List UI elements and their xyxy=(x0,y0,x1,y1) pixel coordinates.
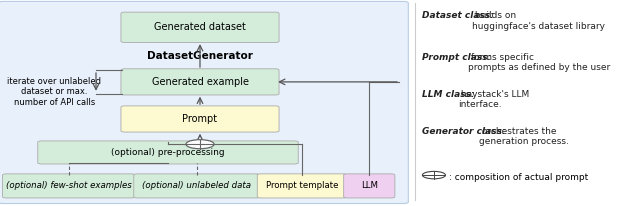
FancyBboxPatch shape xyxy=(134,174,260,198)
FancyBboxPatch shape xyxy=(3,174,135,198)
Text: LLM class:: LLM class: xyxy=(422,90,475,99)
Text: forms specific
prompts as defined by the user: forms specific prompts as defined by the… xyxy=(468,53,611,72)
Text: builds on
huggingface's dataset library: builds on huggingface's dataset library xyxy=(472,11,605,31)
Text: Dataset class:: Dataset class: xyxy=(422,11,494,20)
Text: orchestrates the
generation process.: orchestrates the generation process. xyxy=(479,127,569,146)
Text: Prompt template: Prompt template xyxy=(266,181,339,190)
Text: Prompt: Prompt xyxy=(182,114,218,124)
FancyBboxPatch shape xyxy=(121,12,279,42)
FancyBboxPatch shape xyxy=(257,174,347,198)
FancyBboxPatch shape xyxy=(121,69,279,95)
Text: (optional) pre-processing: (optional) pre-processing xyxy=(111,148,225,157)
Text: LLM: LLM xyxy=(361,181,378,190)
Circle shape xyxy=(186,140,214,149)
Text: Generator class:: Generator class: xyxy=(422,127,506,136)
Text: (optional) few-shot examples: (optional) few-shot examples xyxy=(6,181,132,190)
Text: iterate over unlabeled
dataset or max.
number of API calls: iterate over unlabeled dataset or max. n… xyxy=(8,77,101,107)
Text: (optional) unlabeled data: (optional) unlabeled data xyxy=(142,181,252,190)
FancyBboxPatch shape xyxy=(344,174,395,198)
FancyBboxPatch shape xyxy=(38,141,298,164)
Text: Prompt class:: Prompt class: xyxy=(422,53,492,62)
Text: Generated example: Generated example xyxy=(152,77,248,87)
Text: DatasetGenerator: DatasetGenerator xyxy=(147,51,253,61)
FancyBboxPatch shape xyxy=(121,106,279,132)
Circle shape xyxy=(422,171,445,179)
Text: haystack's LLM
interface.: haystack's LLM interface. xyxy=(458,90,529,109)
Text: : composition of actual prompt: : composition of actual prompt xyxy=(449,173,588,182)
FancyBboxPatch shape xyxy=(0,1,408,204)
Text: Generated dataset: Generated dataset xyxy=(154,22,246,32)
